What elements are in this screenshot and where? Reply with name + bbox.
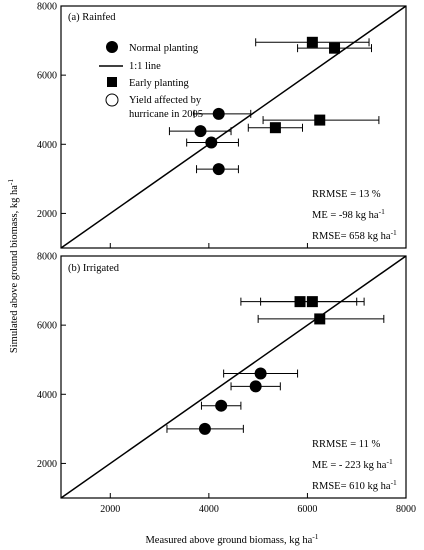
- legend-early-marker: [107, 77, 117, 87]
- x-tick-label-b: 4000: [199, 504, 219, 515]
- x-tick-label-b: 2000: [100, 504, 120, 515]
- panel-title-b: (b) Irrigated: [68, 263, 120, 274]
- y-axis-label: Simulated above ground biomass, kg ha-1: [6, 179, 20, 353]
- panel-rainfed: (a) Rainfed 2000 4000 6000 8000 Normal plan…: [37, 2, 407, 249]
- legend-affected-marker: [105, 93, 119, 107]
- plot-frame-a: [60, 5, 407, 249]
- normal-planting-point: [212, 107, 225, 120]
- stat-me-b-sup: -1: [386, 457, 392, 466]
- x-tick-label-b: 6000: [297, 504, 317, 515]
- early-planting-point: [329, 42, 341, 54]
- early-planting-point: [314, 313, 326, 325]
- data-marks-a: [168, 36, 380, 176]
- stat-me-b-text: ME = - 223 kg ha: [312, 460, 387, 471]
- one-to-one-line: [60, 255, 407, 499]
- stat-me-a-text: ME = -98 kg ha: [312, 210, 379, 221]
- one-to-one-line-b: [60, 255, 407, 499]
- y-tick-label-b: 8000: [37, 252, 57, 263]
- early-planting-point: [306, 296, 318, 308]
- legend: Normal planting 1:1 line Early planting …: [99, 41, 203, 120]
- plot-frame-b: [60, 255, 407, 499]
- x-tick-label-b: 8000: [396, 504, 416, 515]
- early-planting-point: [306, 36, 318, 48]
- stat-me-a: ME = -98 kg ha-1: [312, 207, 385, 221]
- x-axis-label-text: Measured above ground biomass, kg ha: [145, 535, 312, 546]
- y-tick-label-a: 4000: [37, 140, 57, 151]
- stat-rmse-a-sup: -1: [391, 228, 397, 237]
- legend-normal-label: Normal planting: [129, 43, 199, 54]
- y-axis-label-text: Simulated above ground biomass, kg ha: [9, 185, 20, 353]
- normal-planting-point: [249, 380, 262, 393]
- y-tick-label-b: 2000: [37, 459, 57, 470]
- panel-title-a: (a) Rainfed: [68, 12, 116, 23]
- x-axis-label: Measured above ground biomass, kg ha-1: [145, 532, 318, 546]
- y-tick-label-a: 6000: [37, 71, 57, 82]
- legend-normal-marker: [106, 41, 118, 53]
- y-tick-label-a: 2000: [37, 209, 57, 220]
- stat-me-a-sup: -1: [379, 207, 385, 216]
- x-axis-label-sup: -1: [312, 532, 318, 541]
- y-tick-label-b: 4000: [37, 390, 57, 401]
- normal-planting-point: [205, 136, 218, 149]
- legend-affected-label-2: hurricane in 2005: [129, 109, 203, 120]
- one-to-one-line: [60, 5, 407, 249]
- normal-planting-point: [254, 367, 267, 380]
- early-planting-point: [269, 122, 281, 134]
- one-to-one-line-a: [60, 5, 407, 249]
- normal-planting-point: [212, 163, 225, 176]
- y-tick-label-b: 6000: [37, 321, 57, 332]
- normal-planting-point: [194, 125, 207, 138]
- legend-line-label: 1:1 line: [129, 61, 161, 72]
- stat-rmse-b-sup: -1: [391, 478, 397, 487]
- y-axis-label-sup: -1: [6, 179, 15, 185]
- axis-ticks-a: 2000 4000 6000 8000: [37, 2, 407, 248]
- stat-rmse-a: RMSE= 658 kg ha-1: [312, 228, 397, 242]
- normal-planting-point: [198, 422, 211, 435]
- panel-irrigated: (b) Irrigated 2000 4000 6000 8000 2000 4000 60…: [37, 252, 416, 516]
- stat-rrmse-b: RRMSE = 11 %: [312, 439, 381, 450]
- early-planting-point: [314, 114, 326, 126]
- legend-early-label: Early planting: [129, 78, 190, 89]
- stat-rmse-b-text: RMSE= 610 kg ha: [312, 481, 391, 492]
- axis-ticks-b: 2000 4000 6000 8000 2000 4000 6000 8000: [37, 252, 416, 516]
- stat-rrmse-a: RRMSE = 13 %: [312, 189, 381, 200]
- normal-planting-point: [215, 399, 228, 412]
- legend-affected-label-1: Yield affected by: [129, 95, 202, 106]
- stat-rmse-a-text: RMSE= 658 kg ha: [312, 231, 391, 242]
- stat-rmse-b: RMSE= 610 kg ha-1: [312, 478, 397, 492]
- data-marks-b: [166, 296, 385, 435]
- y-tick-label-a: 8000: [37, 2, 57, 13]
- stat-me-b: ME = - 223 kg ha-1: [312, 457, 393, 471]
